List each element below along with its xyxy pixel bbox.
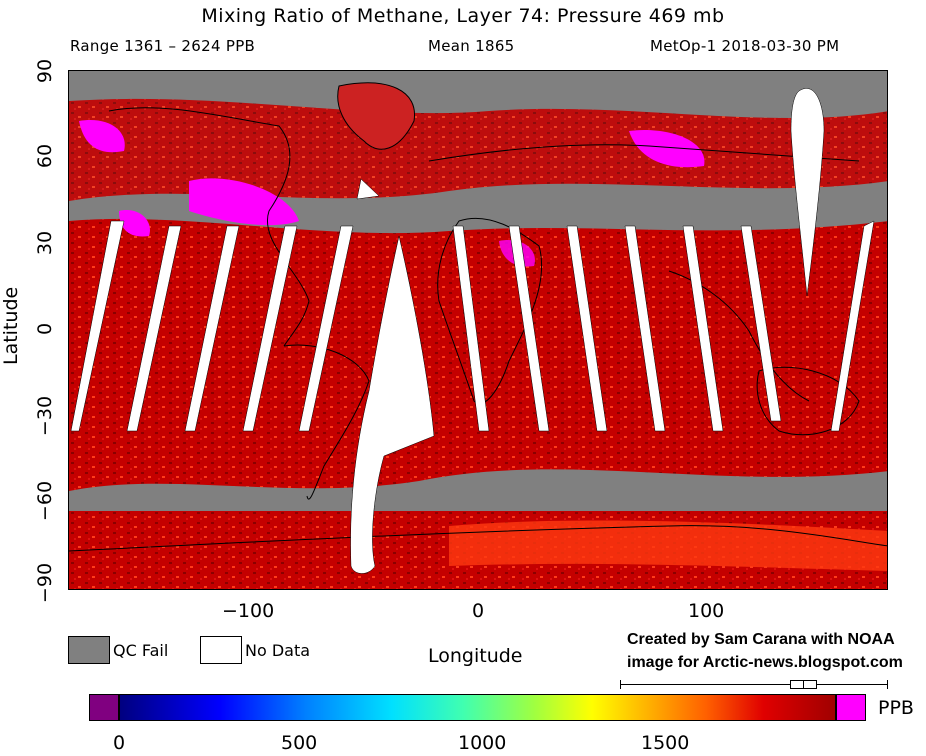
colorbar-tick-1500: 1500: [641, 732, 690, 754]
methane-map: [68, 70, 888, 590]
satellite-date-text: MetOp-1 2018-03-30 PM: [650, 37, 840, 55]
map-title: Mixing Ratio of Methane, Layer 74: Press…: [201, 5, 725, 27]
ytick-30: 30: [34, 230, 56, 256]
ytick-90: 90: [34, 58, 56, 84]
qc-fail-swatch: [68, 636, 110, 664]
ytick-m60: −60: [34, 480, 56, 522]
xtick-100: 100: [688, 600, 725, 622]
ytick-m90: −90: [34, 562, 56, 604]
xtick-0: 0: [472, 600, 485, 622]
range-text: Range 1361 – 2624 PPB: [70, 37, 256, 55]
qc-fail-label: QC Fail: [113, 641, 169, 660]
colorbar-unit: PPB: [878, 697, 914, 719]
colorbar: [119, 694, 836, 721]
ytick-m30: −30: [34, 395, 56, 437]
methane-map-graphic: [69, 71, 887, 589]
scale-bar-left-tick: [620, 680, 621, 689]
no-data-swatch: [200, 636, 242, 664]
scale-bar-right-tick: [887, 680, 888, 689]
mean-text: Mean 1865: [428, 37, 515, 55]
xtick-m100: −100: [222, 600, 275, 622]
ytick-0: 0: [34, 322, 56, 336]
credit-line-2: image for Arctic-news.blogspot.com: [627, 654, 903, 671]
scale-bar-marker: [803, 680, 804, 689]
colorbar-below-swatch: [89, 694, 119, 721]
longitude-axis-label: Longitude: [428, 645, 523, 667]
credit-line-1: Created by Sam Carana with NOAA: [627, 631, 895, 648]
no-data-label: No Data: [245, 641, 311, 660]
colorbar-tick-0: 0: [113, 732, 126, 754]
ytick-60: 60: [34, 143, 56, 169]
colorbar-tick-500: 500: [281, 732, 318, 754]
colorbar-above-swatch: [836, 694, 866, 721]
scale-bar: [620, 684, 888, 685]
colorbar-tick-1000: 1000: [458, 732, 507, 754]
latitude-axis-label: Latitude: [0, 286, 22, 365]
